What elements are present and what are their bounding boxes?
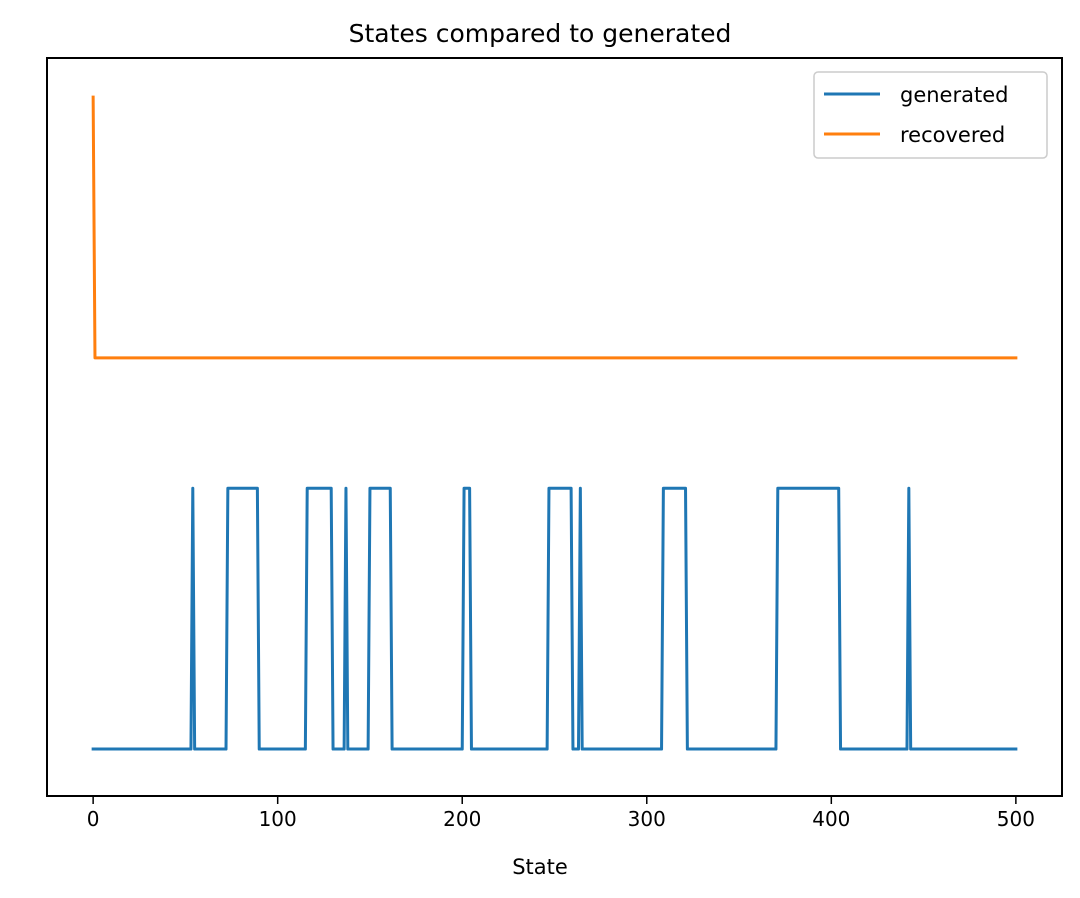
x-axis-label: State [512,855,568,879]
x-tick-label: 100 [259,807,297,831]
x-tick-label: 200 [443,807,481,831]
x-tick-label: 400 [812,807,850,831]
chart-title: States compared to generated [349,19,732,48]
series-layer [91,95,1018,751]
legend: generated recovered [813,71,1048,159]
x-axis-ticks: 0 100 200 300 400 500 [87,796,1035,831]
x-tick-label: 300 [628,807,666,831]
legend-label-recovered: recovered [900,123,1005,147]
x-tick-label: 500 [997,807,1035,831]
series-line-recovered [91,95,1018,360]
axes-frame [46,57,1063,797]
series-line-generated [91,486,1018,751]
x-tick-label: 0 [87,807,100,831]
legend-label-generated: generated [900,83,1008,107]
